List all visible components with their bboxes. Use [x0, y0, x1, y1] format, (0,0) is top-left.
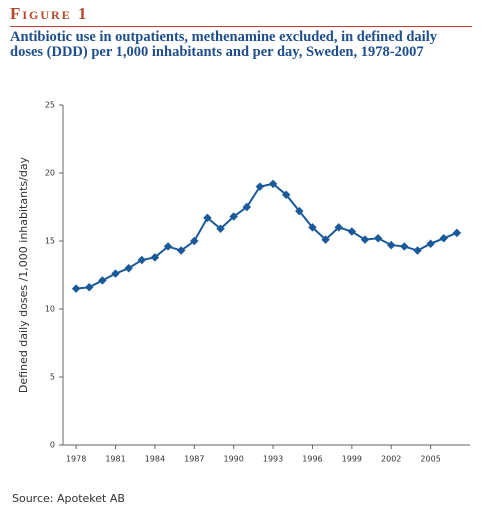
x-tick-label: 1987: [184, 455, 204, 464]
marker: [137, 255, 147, 265]
marker: [190, 236, 199, 246]
x-tick-label: 1999: [342, 455, 362, 464]
marker: [71, 284, 81, 293]
marker: [413, 246, 422, 255]
x-tick-label: 1978: [66, 455, 86, 464]
marker: [203, 213, 212, 223]
marker: [229, 212, 238, 221]
figure-label: Figure 1: [10, 4, 472, 27]
marker: [439, 234, 448, 243]
marker: [163, 242, 173, 251]
marker: [373, 234, 383, 243]
marker: [85, 282, 94, 292]
marker: [386, 240, 396, 250]
marker: [268, 179, 278, 189]
x-tick-label: 2002: [381, 455, 401, 464]
marker: [308, 223, 317, 232]
marker: [452, 228, 462, 238]
x-tick-label: 1996: [302, 455, 322, 464]
marker: [360, 235, 370, 244]
marker: [426, 239, 435, 248]
x-tick-label: 1993: [263, 455, 283, 464]
y-tick-label: 25: [45, 101, 55, 110]
marker: [176, 246, 186, 255]
x-tick-label: 1981: [105, 455, 125, 464]
marker: [295, 206, 304, 216]
marker: [242, 202, 252, 212]
source: Source: Apoteket AB: [12, 492, 125, 505]
y-tick-label: 5: [50, 373, 55, 382]
marker: [400, 242, 409, 251]
marker: [111, 269, 120, 278]
y-axis-label: Defined daily doses /1,000 inhabitants/d…: [17, 156, 30, 393]
marker: [216, 224, 225, 234]
marker: [98, 276, 107, 285]
marker: [255, 182, 265, 191]
y-tick-label: 0: [50, 441, 55, 450]
marker: [124, 263, 133, 273]
line: [76, 182, 458, 290]
x-tick-label: 1990: [223, 455, 243, 464]
y-tick-label: 20: [45, 169, 55, 178]
marker: [321, 235, 330, 244]
chart-title: Antibiotic use in outpatients, methenami…: [10, 29, 437, 60]
x-tick-label: 1984: [145, 455, 165, 464]
marker: [347, 227, 357, 236]
y-tick-label: 15: [45, 237, 55, 246]
marker: [281, 190, 291, 200]
marker: [334, 223, 343, 232]
marker: [150, 253, 160, 262]
y-tick-label: 10: [45, 305, 55, 314]
x-tick-label: 2005: [420, 455, 440, 464]
